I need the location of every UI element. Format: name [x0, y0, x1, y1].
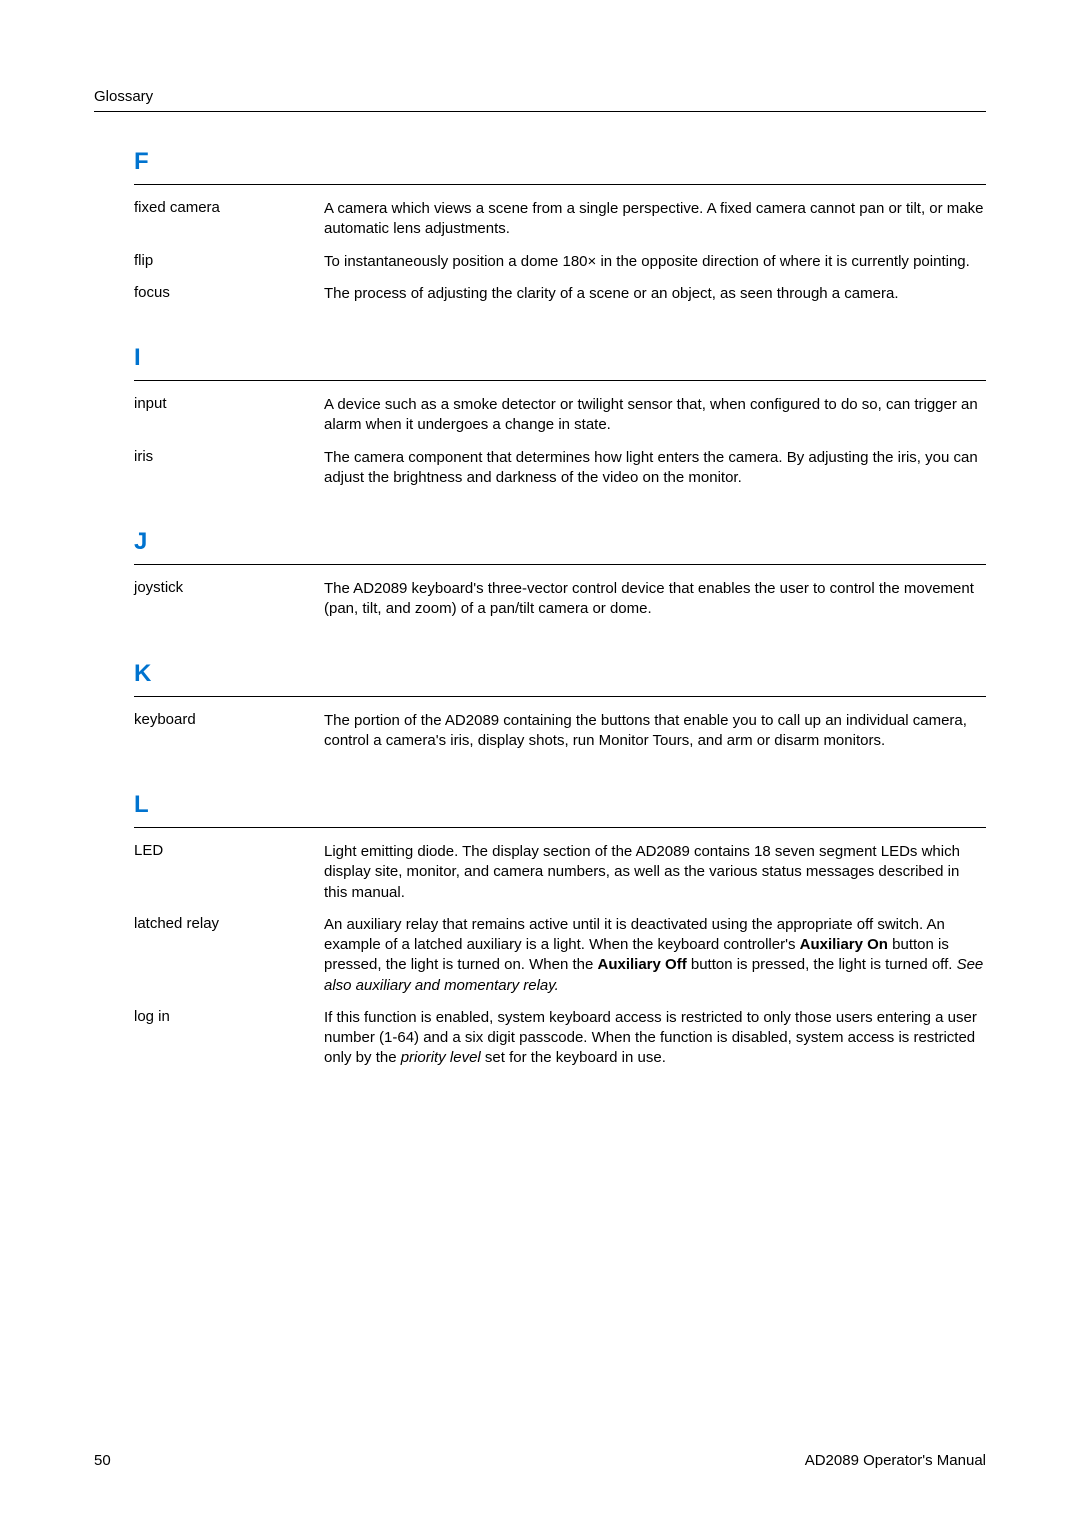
page-footer: 50 AD2089 Operator's Manual — [94, 1452, 986, 1469]
glossary-definition: A camera which views a scene from a sing… — [324, 199, 986, 240]
section-divider — [134, 184, 986, 185]
glossary-entry: joystickThe AD2089 keyboard's three-vect… — [134, 573, 986, 626]
page-header: Glossary — [94, 88, 986, 112]
glossary-entry: flipTo instantaneously position a dome 1… — [134, 246, 986, 278]
page-content: Glossary Ffixed cameraA camera which vie… — [0, 0, 1080, 1075]
glossary-definition: A device such as a smoke detector or twi… — [324, 395, 986, 436]
section-letter: L — [134, 791, 986, 827]
glossary-entry: LEDLight emitting diode. The display sec… — [134, 836, 986, 909]
glossary-term: focus — [134, 284, 324, 304]
glossary-definition: The AD2089 keyboard's three-vector contr… — [324, 579, 986, 620]
glossary-section: IinputA device such as a smoke detector … — [94, 344, 986, 494]
glossary-definition: To instantaneously position a dome 180× … — [324, 252, 986, 272]
glossary-section: L LEDLight emitting diode. The display se… — [94, 791, 986, 1075]
glossary-entry: focusThe process of adjusting the clarit… — [134, 278, 986, 310]
glossary-entry: latched relayAn auxiliary relay that rem… — [134, 909, 986, 1002]
section-divider — [134, 827, 986, 828]
section-divider — [134, 380, 986, 381]
glossary-entry: irisThe camera component that determines… — [134, 442, 986, 495]
page-number: 50 — [94, 1452, 111, 1469]
section-letter: I — [134, 344, 986, 380]
section-letter: K — [134, 660, 986, 696]
glossary-term: fixed camera — [134, 199, 324, 240]
glossary-term: flip — [134, 252, 324, 272]
glossary-term: LED — [134, 842, 324, 903]
section-divider — [134, 696, 986, 697]
section-letter: J — [134, 528, 986, 564]
glossary-entry: fixed cameraA camera which views a scene… — [134, 193, 986, 246]
glossary-term: joystick — [134, 579, 324, 620]
glossary-definition: The process of adjusting the clarity of … — [324, 284, 986, 304]
glossary-term: keyboard — [134, 711, 324, 752]
glossary-sections: Ffixed cameraA camera which views a scen… — [94, 148, 986, 1075]
glossary-entry: inputA device such as a smoke detector o… — [134, 389, 986, 442]
glossary-term: iris — [134, 448, 324, 489]
glossary-term: log in — [134, 1008, 324, 1069]
glossary-definition: The camera component that determines how… — [324, 448, 986, 489]
glossary-definition: An auxiliary relay that remains active u… — [324, 915, 986, 996]
glossary-section: KkeyboardThe portion of the AD2089 conta… — [94, 660, 986, 758]
glossary-section: JjoystickThe AD2089 keyboard's three-vec… — [94, 528, 986, 626]
glossary-term: input — [134, 395, 324, 436]
glossary-entry: log inIf this function is enabled, syste… — [134, 1002, 986, 1075]
glossary-entry: keyboardThe portion of the AD2089 contai… — [134, 705, 986, 758]
section-letter: F — [134, 148, 986, 184]
glossary-definition: Light emitting diode. The display sectio… — [324, 842, 986, 903]
glossary-definition: The portion of the AD2089 containing the… — [324, 711, 986, 752]
section-divider — [134, 564, 986, 565]
glossary-term: latched relay — [134, 915, 324, 996]
doc-title: AD2089 Operator's Manual — [805, 1452, 986, 1469]
glossary-section: Ffixed cameraA camera which views a scen… — [94, 148, 986, 310]
glossary-definition: If this function is enabled, system keyb… — [324, 1008, 986, 1069]
